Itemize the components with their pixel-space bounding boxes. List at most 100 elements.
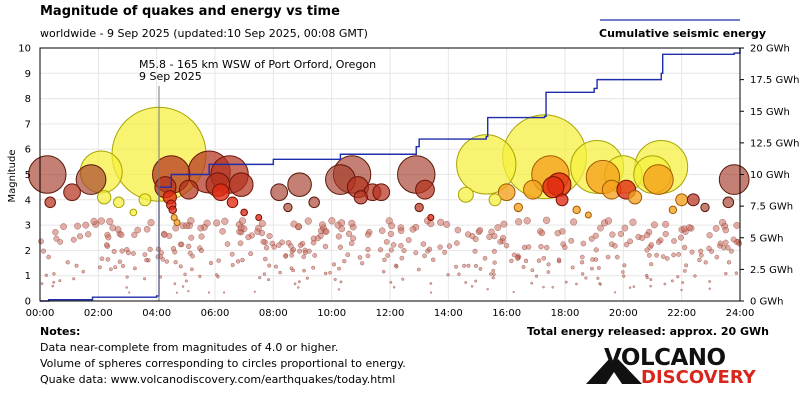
small-quake-point [345,230,353,237]
quake-bubble [488,193,502,207]
small-quake-point [70,236,77,243]
x-tick-label: 12:00 [376,308,405,319]
small-quake-point [454,226,462,234]
small-quake-point [722,239,729,246]
small-quake-point [365,253,371,259]
small-quake-point [474,279,478,283]
logo-text-volcano: VOLCANO [604,345,726,371]
small-quake-point [429,291,433,294]
small-quake-point [74,222,82,230]
small-quake-point [188,234,195,241]
small-quake-point [628,286,632,289]
small-quake-point [660,254,666,259]
small-quake-point [648,242,655,248]
small-quake-point [207,291,211,294]
small-quake-point [655,239,662,245]
small-quake-point [649,284,652,288]
small-quake-point [662,230,669,238]
small-quake-point [726,260,732,265]
small-quake-point [649,277,653,282]
small-quake-point [685,224,693,231]
small-quake-point [621,270,625,274]
small-quake-point [614,254,620,260]
quake-bubble [523,179,543,200]
small-quake-point [198,233,205,240]
small-quake-point [82,221,90,229]
x-tick-label: 16:00 [492,308,521,319]
small-quake-point [681,281,685,284]
small-quake-point [337,288,341,291]
small-quake-point [588,235,595,242]
small-quake-point [134,226,141,234]
small-quake-point [388,247,394,253]
small-quake-point [734,271,739,275]
small-quake-point [736,240,743,247]
small-quake-point [639,234,646,241]
small-quake-point [509,258,514,264]
y2-tick-label: 12.5 GWh [750,138,799,149]
y2-tick-label: 5 GWh [750,233,784,244]
small-quake-point [472,248,478,254]
small-quake-point [312,253,318,258]
small-quake-point [564,280,568,284]
note-source: Quake data: www.volcanodiscovery.com/ear… [40,373,396,386]
small-quake-point [632,285,636,288]
small-quake-point [338,219,346,227]
small-quake-point [216,258,221,263]
y2-tick-label: 2.5 GWh [750,265,793,276]
small-quake-point [262,272,267,276]
small-quake-point [722,226,730,234]
small-quake-point [290,220,298,228]
small-quake-point [208,260,214,266]
small-quake-point [357,255,363,260]
small-quake-point [160,257,166,262]
small-quake-point [219,228,226,235]
small-quake-point [245,234,252,241]
small-quake-point [52,280,56,284]
axes: Magnitude 00:00 02:00 04:00 06:00 08:00 10:00… [7,44,799,320]
small-quake-point [260,238,267,245]
small-quake-point [382,257,387,263]
small-quake-point [377,247,384,253]
small-quake-point [297,280,301,284]
small-quake-point [253,290,256,293]
small-quake-point [523,217,531,225]
small-quake-point [301,254,306,260]
small-quake-point [183,272,187,277]
quake-bubble [211,183,230,202]
small-quake-point [714,254,720,260]
small-quake-point [99,256,105,262]
small-quake-point [401,248,407,254]
quake-bubble [97,190,112,205]
small-quake-point [530,281,534,285]
small-quake-point [689,249,695,255]
small-quake-point [422,253,427,259]
x-tick-label: 00:00 [26,308,55,319]
small-quake-point [542,285,545,289]
quake-bubble [112,196,125,209]
quake-bubble [270,183,289,202]
small-quake-point [446,243,453,249]
small-quake-point [546,262,551,267]
small-quake-point [629,218,637,226]
small-quake-point [671,238,677,244]
small-quake-point [290,247,297,253]
small-quake-point [147,246,153,252]
small-quake-point [44,273,49,277]
small-quake-point [489,272,493,276]
x-tick-label: 20:00 [609,308,638,319]
quake-bubble [170,214,178,222]
small-quake-point [229,251,235,257]
small-quake-point [333,277,337,281]
small-quake-point [491,248,497,254]
small-quake-point [454,240,460,246]
small-quake-point [181,285,185,288]
small-quake-point [350,235,357,242]
small-quake-point [515,254,520,260]
quake-bubble [427,214,435,222]
small-quake-point [725,244,731,251]
small-quake-point [663,282,667,286]
small-quake-point [297,242,304,249]
small-quake-point [706,245,712,252]
